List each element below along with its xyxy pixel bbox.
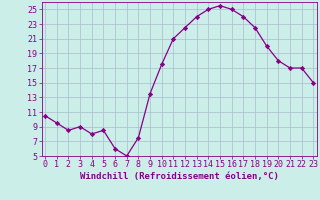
X-axis label: Windchill (Refroidissement éolien,°C): Windchill (Refroidissement éolien,°C) xyxy=(80,172,279,181)
